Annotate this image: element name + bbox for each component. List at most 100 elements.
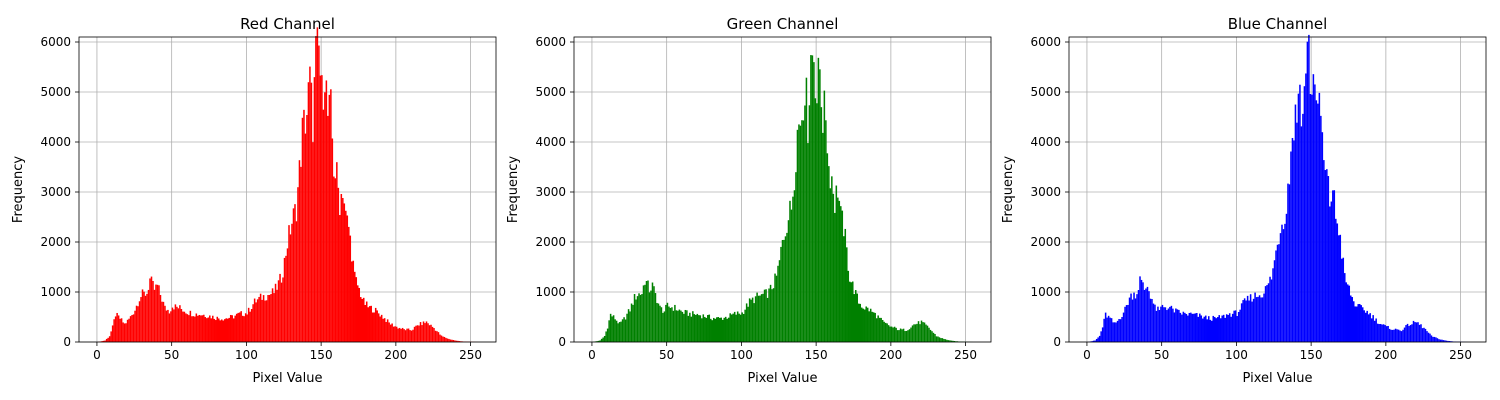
histogram-bar	[624, 319, 627, 342]
histogram-bar	[662, 312, 664, 342]
histogram-bar	[831, 176, 833, 342]
histogram-bar	[1208, 316, 1210, 342]
histogram-bar	[310, 82, 313, 342]
histogram-bar	[801, 120, 803, 342]
histogram-bar	[126, 319, 129, 342]
histogram-bar	[899, 328, 902, 342]
histogram-bar	[1101, 327, 1104, 342]
histogram-bar	[1361, 307, 1364, 342]
histogram-bar	[778, 260, 781, 342]
histogram-bar	[713, 317, 715, 342]
histogram-bars	[1088, 34, 1469, 343]
histogram-bar	[273, 293, 275, 342]
histogram-bar	[1354, 306, 1356, 342]
y-tick-label: 6000	[535, 35, 566, 49]
histogram-bar	[191, 316, 193, 342]
histogram-bar	[225, 318, 227, 342]
histogram-bar	[403, 329, 405, 342]
histogram-bar	[250, 309, 253, 342]
histogram-bar	[724, 316, 727, 342]
histogram-bar	[410, 330, 413, 342]
histogram-bar	[1270, 279, 1273, 342]
histogram-bar	[1199, 313, 1201, 342]
histogram-bar	[805, 77, 808, 342]
histogram-bar	[769, 284, 772, 342]
histogram-bar	[330, 89, 332, 342]
histogram-bar	[283, 257, 286, 342]
histogram-bar	[1384, 325, 1386, 342]
histogram-bar	[1323, 160, 1325, 342]
histogram-bar	[1378, 324, 1380, 342]
histogram-bar	[1249, 294, 1252, 342]
histogram-bar	[840, 206, 842, 342]
histogram-bar	[878, 317, 881, 342]
histogram-bar	[1417, 322, 1419, 342]
x-tick-label: 250	[459, 348, 482, 362]
x-tick-label: 50	[659, 348, 674, 362]
histogram-bar	[860, 307, 863, 342]
histogram-bar	[325, 80, 328, 343]
histogram-bar	[451, 339, 453, 342]
histogram-bar	[1297, 93, 1300, 342]
histogram-bar	[620, 321, 622, 342]
histogram-bar	[618, 322, 621, 342]
histogram-bar	[198, 314, 201, 342]
histogram-bar	[813, 62, 815, 343]
histogram-bar	[1399, 330, 1401, 342]
histogram-bar	[1167, 308, 1170, 342]
x-tick-label: 150	[1300, 348, 1323, 362]
histogram-bar	[823, 90, 826, 343]
y-axis-label: Frequency	[1001, 156, 1016, 223]
histogram-bar	[105, 338, 108, 342]
histogram-bar	[820, 107, 823, 343]
histogram-bar	[1091, 341, 1093, 342]
histogram-bar	[209, 315, 211, 342]
histogram-bar	[729, 313, 731, 342]
histogram-bar	[1448, 341, 1451, 342]
histogram-bar	[367, 307, 369, 342]
histogram-bar	[765, 289, 767, 342]
histogram-bar	[398, 327, 401, 342]
histogram-bar	[1339, 234, 1342, 342]
histogram-bar	[597, 340, 600, 342]
histogram-bar	[1237, 311, 1240, 342]
histogram-bar	[1257, 296, 1259, 342]
histogram-bar	[1187, 315, 1189, 342]
histogram-bar	[114, 316, 117, 342]
histogram-bar	[677, 310, 679, 342]
histogram-bar	[415, 325, 417, 342]
histogram-bar	[811, 55, 814, 342]
histogram-bar	[744, 309, 746, 342]
histogram-bar	[215, 320, 217, 342]
histogram-bar	[711, 320, 714, 342]
histogram-bar	[232, 318, 235, 342]
histogram-bar	[291, 223, 293, 342]
histogram-bar	[881, 319, 884, 342]
histogram-bar	[212, 315, 214, 342]
histogram-bar	[1357, 304, 1359, 342]
histogram-bar	[395, 326, 398, 342]
histogram-bar	[152, 281, 154, 342]
histogram-bar	[289, 234, 292, 342]
histogram-bar	[1215, 318, 1217, 342]
histogram-bar	[1303, 86, 1306, 342]
histogram-bar	[1137, 290, 1140, 342]
histogram-bar	[1175, 308, 1177, 342]
histogram-bar	[351, 261, 353, 342]
histogram-bar	[253, 298, 256, 342]
histogram-bar	[1447, 340, 1449, 342]
histogram-bar	[866, 307, 869, 342]
histogram-bar	[416, 325, 419, 342]
histogram-bar	[376, 310, 378, 342]
histogram-bar	[1435, 337, 1437, 342]
histogram-bar	[865, 306, 867, 342]
histogram-bar	[315, 36, 317, 342]
histogram-bar	[312, 142, 314, 342]
histogram-bar	[1157, 306, 1159, 342]
histogram-bar	[1363, 310, 1365, 342]
histogram-bar	[1176, 309, 1179, 342]
histogram-bar	[1375, 318, 1377, 342]
histogram-bar	[294, 204, 296, 342]
histogram-bar	[150, 276, 153, 342]
histogram-bar	[787, 220, 790, 342]
